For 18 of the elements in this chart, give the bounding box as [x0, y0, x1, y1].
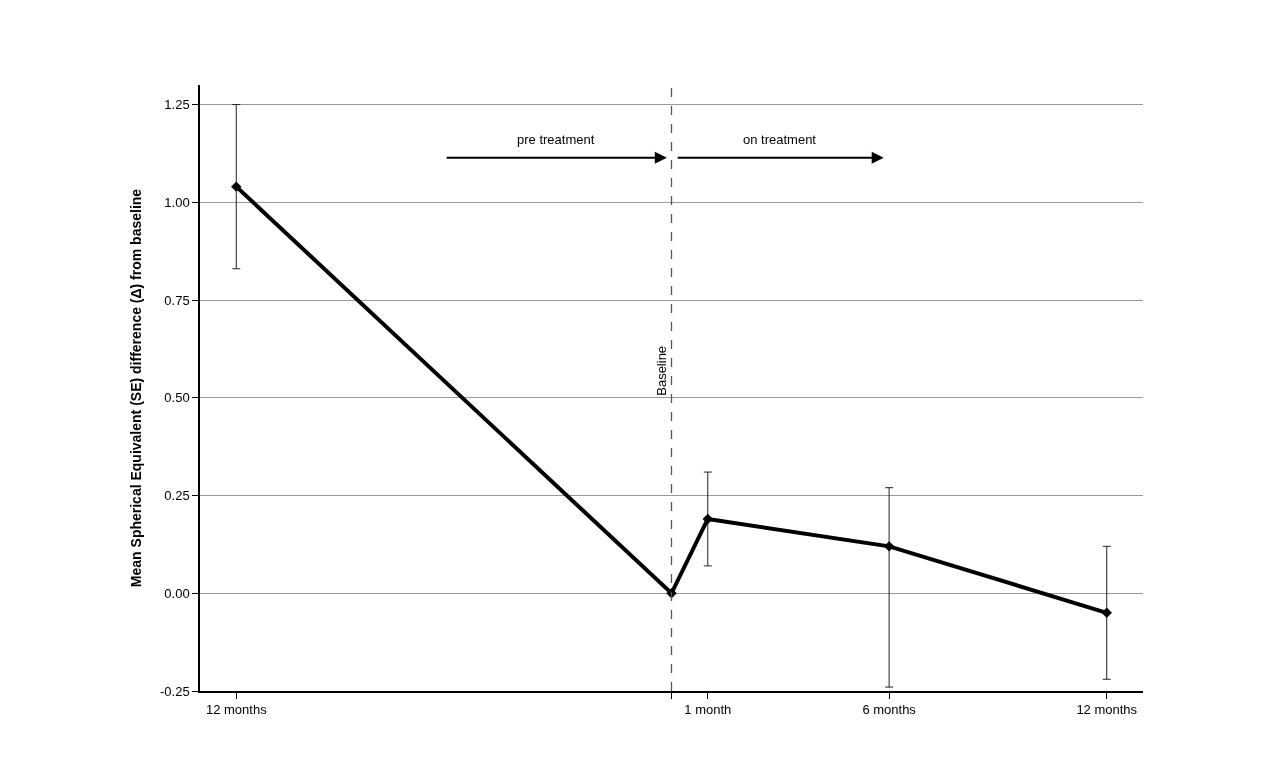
y-tick-label: 0.75: [164, 292, 190, 308]
ref-line-label: Baseline: [654, 345, 670, 396]
x-tick-label: 6 months: [862, 702, 917, 718]
x-tick-label: 12 months: [205, 702, 268, 718]
annotation: on treatment: [743, 132, 817, 147]
y-axis-title: Mean Spherical Equivalent (SE) difference (Δ) from baseline: [128, 188, 145, 588]
y-tick-label: 1.25: [164, 97, 190, 113]
point: [702, 513, 713, 525]
x-tick-label: 12 months: [1076, 702, 1138, 718]
x-tick-label: 1 month: [684, 702, 732, 718]
y-tick-label: 0.50: [164, 390, 190, 406]
y-tick-label: 0.25: [164, 488, 190, 504]
point: [231, 181, 242, 192]
y-tick-label: -0.25: [160, 683, 190, 699]
y-tick-label: 1.00: [164, 194, 190, 210]
annotation: pre treatment: [517, 132, 595, 147]
y-tick-label: 0.00: [164, 585, 190, 601]
point: [1101, 607, 1112, 619]
